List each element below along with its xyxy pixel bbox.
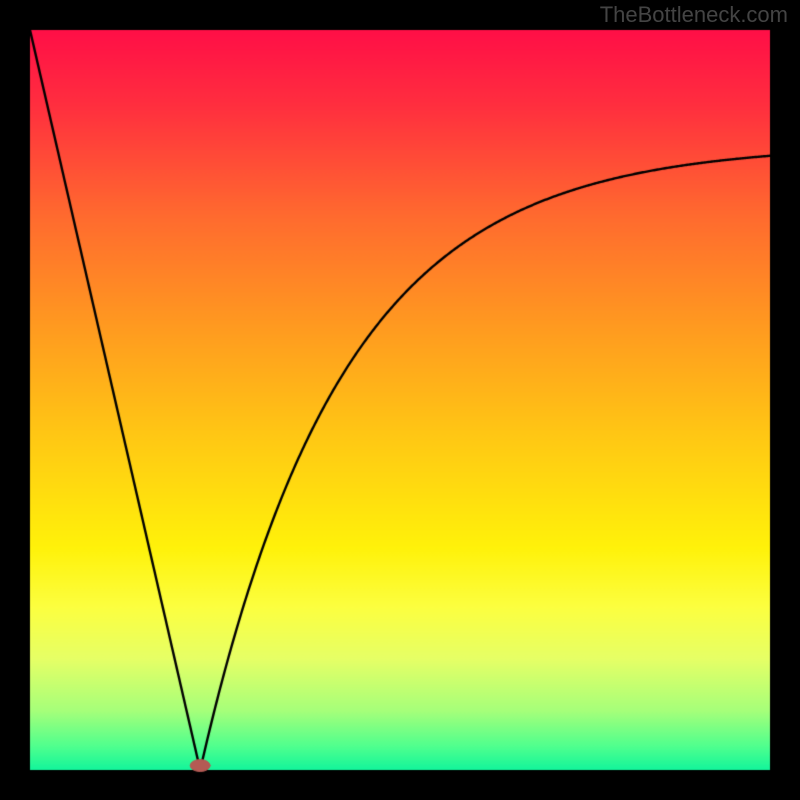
bottleneck-curve-chart [0, 0, 800, 800]
chart-container: TheBottleneck.com [0, 0, 800, 800]
